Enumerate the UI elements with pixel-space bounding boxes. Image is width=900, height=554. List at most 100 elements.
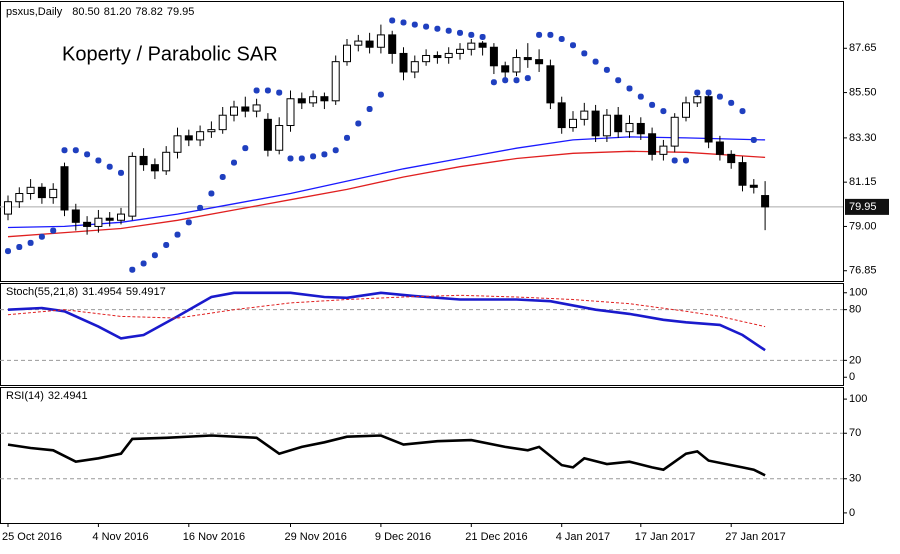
sar-dot <box>434 25 441 32</box>
sar-dot <box>208 190 215 197</box>
sar-dot <box>479 33 486 40</box>
sar-dot <box>61 147 68 154</box>
sar-dot <box>287 155 294 162</box>
sar-dot <box>16 244 23 251</box>
line <box>7 294 766 328</box>
candle-body <box>580 110 589 120</box>
sar-dot <box>95 157 102 164</box>
candle-body <box>320 96 329 102</box>
x-tick-label: 4 Nov 2016 <box>92 531 148 543</box>
candle-body <box>715 141 724 155</box>
line <box>7 434 766 477</box>
y-tick-label: 30 <box>849 473 861 485</box>
sar-dot <box>626 85 633 92</box>
price-marker-label: 79.95 <box>849 201 877 213</box>
sar-dot <box>581 50 588 57</box>
candle-body <box>196 131 205 141</box>
sar-dot <box>547 31 554 38</box>
y-tick-label: 81.15 <box>849 176 877 188</box>
candle-body <box>230 106 238 116</box>
y-tick-label: 80 <box>849 304 861 316</box>
sar-dot <box>50 227 57 234</box>
price-marker <box>845 198 889 215</box>
candle-body <box>60 166 69 211</box>
candle-body <box>738 162 747 186</box>
sar-dot <box>332 147 339 154</box>
candle-body <box>648 133 657 155</box>
candle-body <box>173 135 182 153</box>
sar-dot <box>129 266 136 273</box>
panel-frame <box>0 283 844 386</box>
sar-dot <box>27 239 34 246</box>
sar-dot <box>468 31 475 38</box>
candle-body <box>546 65 555 104</box>
y-tick-label: 100 <box>849 393 867 405</box>
candle-body <box>354 40 363 46</box>
candle-body <box>365 40 374 48</box>
candle-body <box>693 96 702 104</box>
x-tick-label: 29 Nov 2016 <box>285 531 347 543</box>
candle-body <box>704 96 713 143</box>
x-tick-label: 16 Nov 2016 <box>183 531 245 543</box>
sar-dot <box>38 233 45 240</box>
sar-dot <box>242 145 249 152</box>
candle-body <box>535 59 544 65</box>
sar-dot <box>728 99 735 106</box>
candle-body <box>591 110 600 137</box>
ohlc-value: 80.50 <box>72 6 100 18</box>
sar-dot <box>253 87 260 94</box>
sar-dot <box>276 89 283 96</box>
sar-dot <box>536 31 543 38</box>
sar-dot <box>321 151 328 158</box>
sar-dot <box>490 79 497 86</box>
sar-dot <box>264 87 271 94</box>
candle-body <box>207 129 216 133</box>
sar-dot <box>423 23 430 30</box>
sar-dot <box>615 77 622 84</box>
candle-body <box>252 104 261 112</box>
sar-dot <box>502 77 509 84</box>
sar-dot <box>603 66 610 73</box>
sar-dot <box>163 241 170 248</box>
sar-dot <box>558 36 565 43</box>
candle-body <box>670 116 679 147</box>
candle-body <box>727 153 736 164</box>
candle-body <box>128 155 137 217</box>
sar-dot <box>185 219 192 226</box>
candle-body <box>749 184 758 188</box>
sar-dot <box>671 157 678 164</box>
candle-body <box>444 52 453 59</box>
indicator-value: 31.4954 <box>82 286 122 298</box>
candle-body <box>569 118 577 129</box>
candle-body <box>139 155 148 166</box>
sar-dot <box>298 155 305 162</box>
y-tick-label: 87.65 <box>849 42 877 54</box>
panel-header: Stoch(55,21,8) 31.4954 59.4917 <box>6 286 166 298</box>
candle-body <box>422 54 431 63</box>
candle-body <box>275 125 284 151</box>
sar-dot <box>570 42 576 49</box>
candle-body <box>105 217 114 221</box>
ohlc-value: 78.82 <box>135 6 163 18</box>
sar-dot <box>411 21 418 28</box>
x-tick-label: 25 Oct 2016 <box>2 531 62 543</box>
sar-dot <box>355 120 362 127</box>
sar-dot <box>739 108 746 115</box>
candle-body <box>636 122 645 135</box>
line <box>7 291 766 352</box>
line <box>7 136 766 229</box>
x-tick-label: 27 Jan 2017 <box>725 531 786 543</box>
sar-dot <box>457 29 463 36</box>
candle-body <box>761 195 770 208</box>
sar-dot <box>524 75 531 82</box>
sar-dot <box>445 27 452 34</box>
candle-body <box>162 151 171 172</box>
sar-dot <box>649 101 656 108</box>
y-tick-label: 100 <box>849 287 867 299</box>
y-tick-label: 20 <box>849 354 861 366</box>
sar-dot <box>231 159 237 166</box>
candle-body <box>467 42 476 50</box>
indicator-name: Stoch(55,21,8) <box>6 286 78 298</box>
candle-body <box>512 57 521 73</box>
